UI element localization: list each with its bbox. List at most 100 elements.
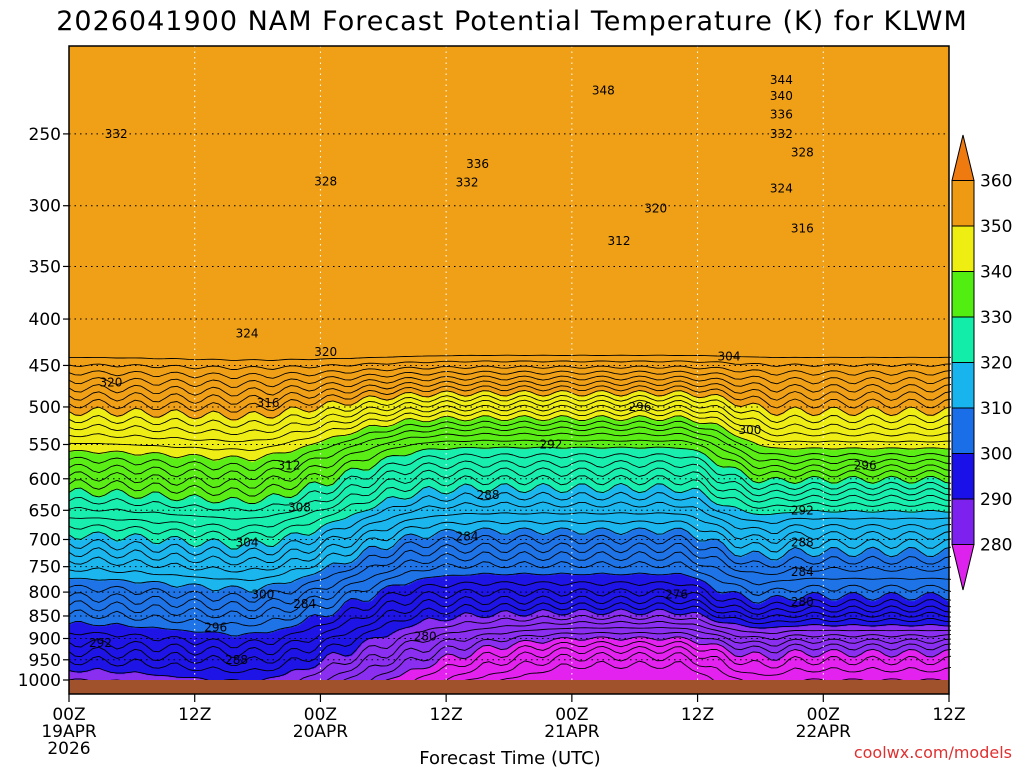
ground-strip (69, 680, 949, 694)
contour-290 (68, 608, 952, 683)
x-tick-label: 12Z (430, 705, 463, 725)
colorbar-label: 310 (980, 399, 1012, 419)
contour-label-312: 312 (278, 458, 301, 472)
contour-label-308: 308 (288, 500, 311, 514)
contour-label-320: 320 (99, 376, 122, 390)
contour-label-312: 312 (608, 234, 631, 248)
colorbar-segment (951, 271, 975, 318)
contour-348 (68, 394, 952, 428)
plot-frame (68, 45, 950, 695)
colorbar-segment (951, 453, 975, 500)
contour-label-332: 332 (770, 127, 793, 141)
contour-label-332: 332 (456, 176, 479, 190)
contour-label-296: 296 (854, 458, 877, 472)
colorbar-label: 360 (980, 172, 1012, 192)
contour-label-304: 304 (236, 535, 259, 549)
colorbar-segment (951, 134, 975, 181)
contour-316 (68, 501, 952, 566)
x-tick-label: 19APR (41, 722, 97, 742)
contour-336 (68, 426, 952, 481)
y-tick-label: 800 (29, 583, 61, 603)
x-tick-label: 12Z (178, 705, 211, 725)
contour-label-316: 316 (791, 222, 814, 236)
contour-label-304: 304 (718, 350, 741, 364)
colorbar-label: 320 (980, 354, 1012, 374)
y-tick-label: 500 (29, 398, 61, 418)
contour-342 (68, 409, 952, 452)
colorbar-segment (951, 407, 975, 454)
contour-label-288: 288 (791, 535, 814, 549)
colorbar-label: 330 (980, 308, 1012, 328)
contour-274 (460, 651, 948, 683)
x-tick-label: 2026 (47, 739, 90, 759)
contour-280 (382, 636, 952, 683)
contour-label-336: 336 (770, 108, 793, 122)
colorbar-segment (951, 316, 975, 363)
colorbar-label: 350 (980, 217, 1012, 237)
contour-label-276: 276 (665, 588, 688, 602)
contour-label-340: 340 (770, 89, 793, 103)
credit-text: coolwx.com/models (854, 743, 1012, 762)
contour-label-296: 296 (628, 400, 651, 414)
contour-label-336: 336 (466, 157, 489, 171)
contour-354 (68, 380, 952, 405)
contour-label-324: 324 (236, 327, 259, 341)
y-tick-label: 300 (29, 197, 61, 217)
chart-title: 2026041900 NAM Forecast Potential Temper… (56, 6, 968, 37)
contour-308 (68, 534, 952, 603)
contour-288 (68, 614, 952, 683)
contour-label-348: 348 (592, 84, 615, 98)
colorbar-segment (951, 362, 975, 409)
colorbar-label: 280 (980, 536, 1012, 556)
y-tick-label: 850 (29, 607, 61, 627)
x-axis-label: Forecast Time (UTC) (419, 748, 600, 768)
y-tick-label: 550 (29, 435, 61, 455)
contour-344 (68, 404, 952, 443)
y-tick-label: 950 (29, 651, 61, 671)
y-tick-label: 600 (29, 470, 61, 490)
colorbar-label: 290 (980, 490, 1012, 510)
contour-label-288: 288 (225, 653, 248, 667)
contour-282 (368, 632, 952, 683)
contour-284 (340, 627, 952, 683)
colorbar-label: 300 (980, 445, 1012, 465)
contour-302 (68, 561, 952, 627)
x-tick-label: 12Z (681, 705, 714, 725)
contour-272 (496, 660, 716, 683)
colorbar-segment (951, 544, 975, 591)
contour-332 (68, 439, 952, 497)
x-tick-label: 22APR (796, 722, 852, 742)
colorbar: 280 290 300 310 320 330 340 350 360 (951, 134, 1012, 591)
contour-360 (68, 365, 952, 379)
contour-label-316: 316 (257, 396, 280, 410)
colorbar-segment (951, 225, 975, 272)
contour-352 (68, 385, 952, 413)
x-tick-label: 00Z (555, 705, 588, 725)
x-tick-label: 00Z (304, 705, 337, 725)
contour-328 (68, 453, 952, 512)
colorbar-segment (951, 498, 975, 545)
contour-label-324: 324 (770, 181, 793, 195)
contour-label-292: 292 (539, 437, 562, 451)
contour-label-284: 284 (293, 597, 316, 611)
contour-356 (68, 375, 952, 397)
contour-lines (68, 354, 952, 683)
contour-label-300: 300 (251, 588, 274, 602)
contour-292 (68, 602, 952, 674)
contour-label-332: 332 (105, 127, 128, 141)
contour-318 (68, 491, 952, 558)
contour-276 (427, 645, 952, 683)
y-tick-label: 700 (29, 530, 61, 550)
contour-label-328: 328 (314, 174, 337, 188)
contour-304 (68, 551, 952, 619)
contour-label-300: 300 (738, 423, 761, 437)
contour-364 (68, 354, 951, 361)
y-tick-label: 750 (29, 558, 61, 578)
contour-340 (68, 415, 952, 462)
x-tick-label: 00Z (807, 705, 840, 725)
contour-label-284: 284 (456, 530, 479, 544)
contour-labels: 332 328 324 320 320 316 312 308 304 300 284 296 292 2… (89, 73, 877, 667)
contour-286 (313, 620, 952, 683)
contour-306 (68, 542, 952, 612)
